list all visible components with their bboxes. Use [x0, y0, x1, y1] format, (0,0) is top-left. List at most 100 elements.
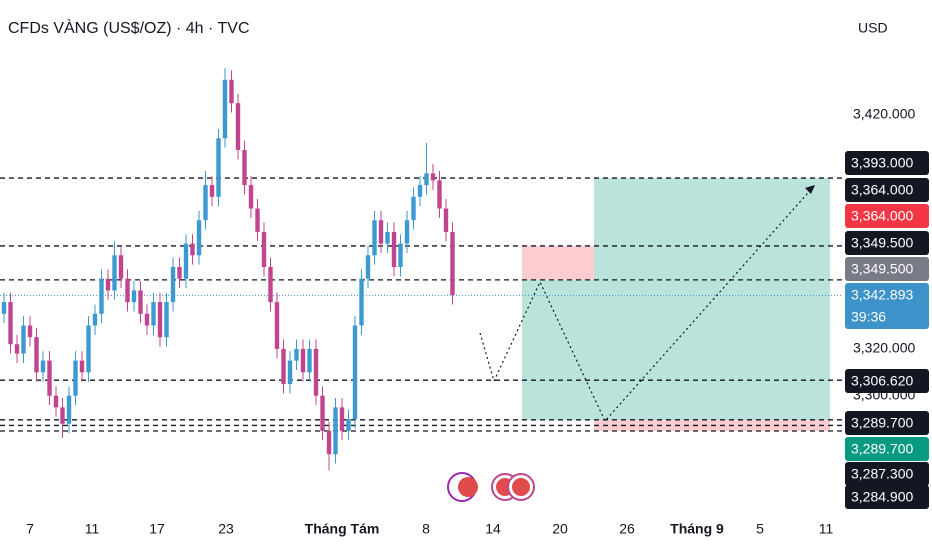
candle-body — [27, 325, 33, 338]
candle-body — [216, 138, 221, 197]
candle-body — [437, 180, 442, 209]
candle-body — [333, 407, 338, 455]
candle-body — [294, 348, 299, 361]
candle-body — [391, 231, 397, 267]
candle-body — [378, 220, 384, 244]
candle-body — [21, 325, 26, 354]
candle-body — [177, 266, 182, 279]
x-tick-label: 23 — [218, 521, 234, 537]
event-icons — [447, 472, 535, 502]
price-tag — [845, 283, 929, 329]
price-tags: 3,420.0003,320.0003,300.0003,393.0003,36… — [845, 106, 929, 509]
candle-body — [242, 149, 247, 186]
price-tag-label: 3,393.000 — [851, 155, 913, 171]
candle-body — [203, 185, 208, 221]
position-zone — [522, 245, 594, 280]
price-tag — [845, 178, 929, 202]
candle-body — [359, 278, 364, 326]
candle-body — [417, 185, 423, 197]
x-tick-label: 7 — [26, 521, 34, 537]
position-zone — [594, 178, 830, 420]
candle-body — [300, 348, 306, 373]
price-tag — [845, 462, 929, 486]
price-tag-label: 3,306.620 — [851, 373, 913, 389]
price-tag-label: 3,287.300 — [851, 466, 913, 482]
candle-body — [222, 79, 228, 139]
candle-body — [326, 430, 332, 455]
candle-body — [281, 348, 286, 384]
countdown: 39:36 — [851, 309, 886, 325]
price-tag — [845, 485, 929, 509]
candle-body — [209, 185, 215, 197]
candle-body — [229, 79, 234, 104]
x-tick-label: Tháng Tám — [305, 521, 380, 537]
candle-body — [372, 220, 377, 256]
price-tag-label: 3,349.500 — [851, 235, 913, 251]
price-tag — [845, 257, 929, 281]
candle-body — [105, 278, 111, 291]
candle-body — [164, 302, 169, 338]
y-tick-label: 3,320.000 — [853, 340, 915, 356]
candle-body — [248, 185, 254, 209]
price-tag — [845, 204, 929, 228]
plot-area — [0, 68, 842, 471]
candle-body — [365, 255, 371, 279]
arrow-head — [805, 185, 815, 194]
price-tag — [845, 151, 929, 175]
price-tag-label: 3,289.700 — [851, 415, 913, 431]
candle-body — [1, 302, 7, 314]
candle-body — [170, 266, 176, 303]
price-tag-label: 3,342.893 — [851, 287, 913, 303]
candle-body — [411, 196, 416, 221]
candle-body — [450, 231, 455, 296]
price-tag — [845, 437, 929, 461]
candle-body — [385, 231, 390, 244]
candle-body — [443, 208, 449, 232]
candle-body — [60, 407, 65, 424]
candle-body — [287, 360, 293, 384]
candle-body — [196, 220, 202, 256]
price-tag-label: 3,349.500 — [851, 261, 913, 277]
candle-body — [346, 419, 351, 431]
x-tick-label: 20 — [552, 521, 568, 537]
candle-body — [112, 255, 117, 291]
candle-body — [86, 325, 91, 373]
candle-body — [398, 243, 403, 267]
chart-title: CFDs VÀNG (US$/OZ) · 4h · TVC — [8, 18, 250, 37]
candle-body — [157, 302, 163, 338]
candle-body — [99, 278, 104, 314]
candle-body — [404, 220, 410, 244]
x-tick-label: 11 — [819, 521, 834, 537]
candle-body — [53, 395, 59, 408]
candle-body — [34, 337, 39, 373]
price-tag-label: 3,364.000 — [851, 182, 913, 198]
candle-body — [307, 348, 312, 373]
candle-body — [73, 360, 78, 396]
candle-body — [47, 360, 52, 396]
candle-body — [339, 407, 345, 431]
candle-body — [183, 243, 189, 279]
candle-body — [190, 243, 195, 256]
price-tag-label: 3,364.000 — [851, 208, 913, 224]
candle-body — [40, 360, 46, 373]
candle-body — [125, 278, 130, 303]
candle-body — [118, 255, 124, 279]
x-tick-label: 8 — [422, 521, 430, 537]
price-tag — [845, 369, 929, 393]
price-tag — [845, 231, 929, 255]
price-tag-label: 3,284.900 — [851, 489, 913, 505]
candle-body — [151, 302, 156, 326]
x-tick-label: 5 — [756, 521, 764, 537]
candle-body — [261, 231, 267, 267]
x-tick-label: 26 — [619, 521, 635, 537]
x-tick-label: 14 — [485, 521, 501, 537]
candle-body — [235, 103, 241, 150]
candle-body — [274, 302, 280, 349]
price-tag-label: 3,289.700 — [851, 441, 913, 457]
candle-body — [14, 344, 20, 354]
candle-body — [352, 325, 358, 420]
candle-body — [144, 313, 150, 326]
candle-body — [79, 360, 85, 373]
candle-body — [320, 395, 325, 431]
